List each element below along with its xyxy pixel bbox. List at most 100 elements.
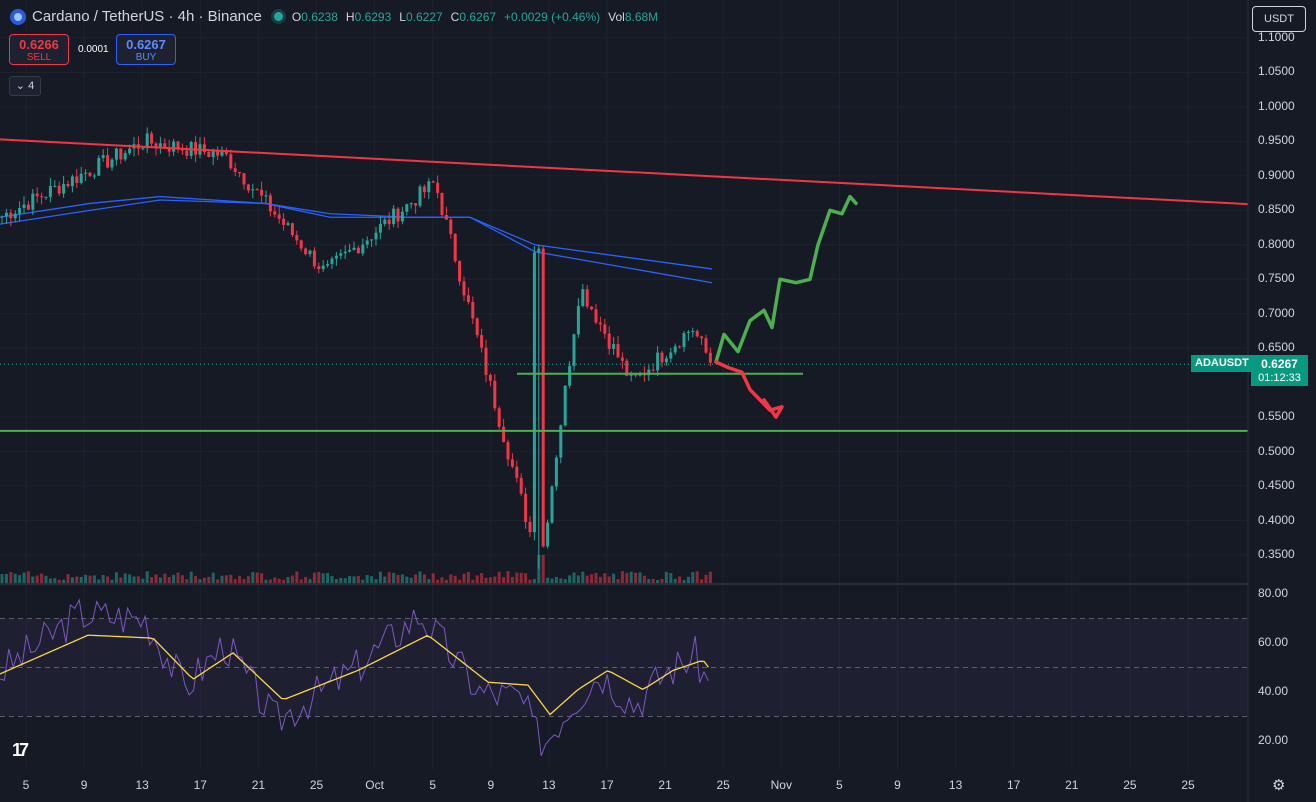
volume-bar: [101, 575, 105, 583]
symbol-title[interactable]: Cardano / TetherUS · 4h · Binance: [32, 8, 262, 25]
volume-bar: [202, 577, 206, 583]
volume-bar: [673, 578, 677, 583]
indicators-collapse-button[interactable]: ⌄ 4: [9, 76, 41, 96]
candle-body: [57, 185, 61, 194]
ohlc-o: O0.6238: [291, 10, 338, 24]
volume-bar: [506, 571, 510, 583]
candle-body: [528, 521, 532, 533]
candle-body: [202, 144, 206, 153]
volume-bar: [150, 577, 154, 583]
volume-bar: [119, 577, 123, 583]
volume-bar: [550, 578, 554, 583]
volume-bar: [312, 572, 316, 583]
price-tick-label: 1.1000: [1258, 30, 1295, 44]
candle-body: [532, 252, 536, 533]
volume-bar: [634, 572, 638, 583]
gear-icon[interactable]: ⚙: [1272, 777, 1286, 794]
candle-body: [510, 459, 514, 467]
tradingview-logo-icon[interactable]: 17: [12, 740, 29, 760]
candlesticks: [0, 127, 712, 569]
volume-bar: [242, 579, 246, 583]
candle-body: [176, 141, 180, 150]
volume-bar: [581, 571, 585, 583]
candle-body: [167, 147, 171, 152]
volume-bar: [229, 574, 233, 583]
candle-body: [348, 249, 352, 252]
volume-bar: [163, 573, 167, 583]
volume-bar: [664, 571, 668, 583]
candle-body: [88, 172, 92, 176]
candle-body: [180, 149, 184, 151]
candle-body: [444, 214, 448, 220]
volume-bar: [57, 579, 61, 583]
grid-lines: [0, 0, 1248, 770]
volume-bar: [414, 574, 418, 583]
candle-body: [264, 195, 268, 197]
candle-body: [370, 239, 374, 241]
candle-body: [563, 385, 567, 426]
volume-bar: [31, 576, 35, 583]
volume-bar: [378, 571, 382, 583]
candle-body: [708, 352, 712, 363]
volume-bar: [554, 576, 558, 583]
drawings[interactable]: [0, 138, 1249, 432]
volume-bar: [321, 573, 325, 583]
volume-bar: [211, 572, 215, 583]
volume-bar: [18, 575, 22, 583]
candle-body: [594, 309, 598, 323]
volume-bar: [594, 572, 598, 583]
candle-body: [422, 186, 426, 193]
volume-bar: [136, 576, 140, 583]
candle-body: [238, 171, 242, 174]
candle-body: [686, 331, 690, 334]
indicator-count: 4: [28, 80, 35, 92]
candle-body: [97, 157, 101, 176]
volume-bar: [370, 576, 374, 583]
volume-bar: [603, 573, 607, 583]
candle-body: [216, 151, 220, 156]
time-tick-label: 17: [1007, 778, 1021, 792]
volume-bar: [13, 573, 17, 583]
buy-price: 0.6267: [126, 37, 166, 52]
candle-body: [286, 223, 290, 225]
volume-bar: [9, 572, 13, 583]
rsi-tick-label: 60.00: [1258, 635, 1289, 649]
sell-button[interactable]: 0.6266 SELL: [9, 34, 69, 65]
symbol-header[interactable]: Cardano / TetherUS · 4h · Binance O0.623…: [10, 8, 666, 25]
volume-bar: [462, 573, 466, 583]
buy-button[interactable]: 0.6267 BUY: [116, 34, 176, 65]
candle-body: [31, 193, 35, 210]
candle-body: [154, 143, 158, 148]
volume-bar: [299, 579, 303, 583]
ma-line-1: [0, 195, 713, 270]
candle-body: [356, 247, 360, 254]
volume-bar: [691, 572, 695, 583]
volume-bar: [704, 574, 708, 583]
volume-bar: [396, 574, 400, 583]
volume-bar: [75, 576, 79, 583]
volume-bar: [260, 573, 264, 583]
candle-body: [334, 255, 338, 259]
candle-body: [185, 150, 189, 156]
volume-bar: [158, 577, 162, 583]
volume-bar: [563, 579, 567, 583]
time-tick-label: 9: [894, 778, 901, 792]
volume-bar: [106, 576, 110, 583]
volume-bar: [70, 577, 74, 583]
volume-bar: [528, 579, 532, 583]
volume-bar: [497, 571, 501, 583]
currency-selector[interactable]: USDT: [1252, 6, 1306, 32]
volume-bar: [224, 575, 228, 583]
volume-bar: [660, 578, 664, 583]
ohlc-change: +0.0029 (+0.46%): [504, 10, 601, 24]
candle-body: [409, 203, 413, 205]
volume-bar: [480, 573, 484, 583]
volume-bar: [436, 579, 440, 583]
candle-body: [458, 261, 462, 282]
candle-body: [484, 347, 488, 375]
time-tick-label: 25: [1181, 778, 1195, 792]
candle-body: [453, 234, 457, 262]
candle-body: [123, 153, 127, 160]
volume-bar: [625, 572, 629, 583]
